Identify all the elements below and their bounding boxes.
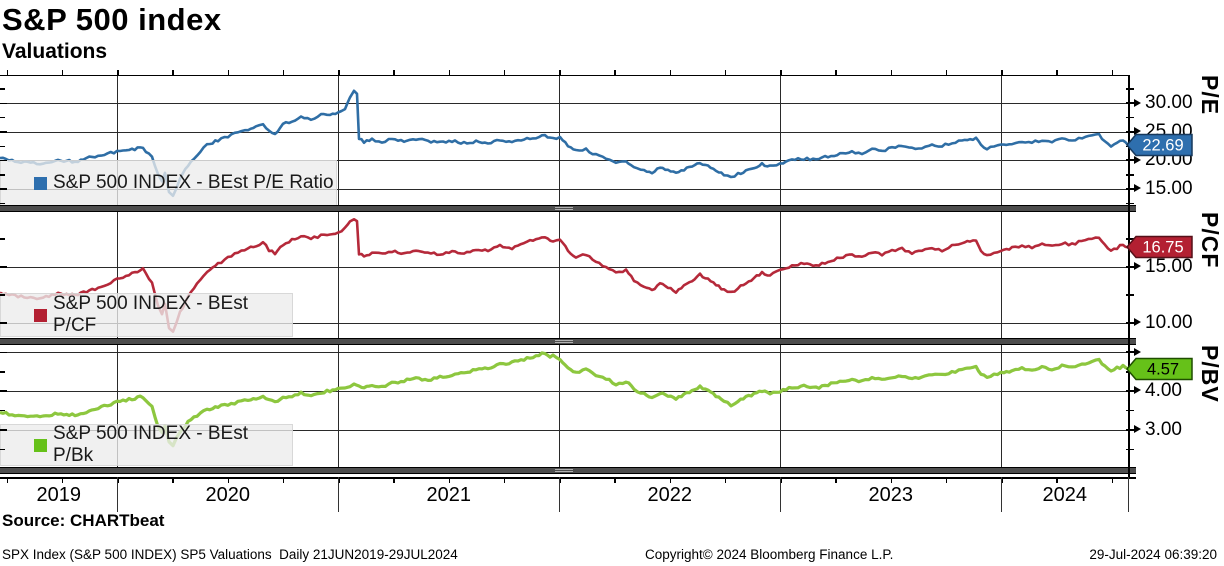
- pe-series-swatch-icon: [34, 176, 47, 190]
- source-note: Source: CHARTbeat: [2, 511, 165, 530]
- chart-description: SPX Index (S&P 500 INDEX) SP5 Valuations…: [2, 547, 458, 562]
- series-line-P/BV: [0, 351, 1128, 448]
- legend-pcf[interactable]: S&P 500 INDEX - BEst P/CF: [0, 293, 293, 337]
- page-title: S&P 500 index: [2, 2, 222, 37]
- legend-pcf-label: S&P 500 INDEX - BEst P/CF: [53, 293, 249, 336]
- legend-pbk-label: S&P 500 INDEX - BEst P/Bk: [53, 423, 249, 466]
- legend-pbk[interactable]: S&P 500 INDEX - BEst P/Bk: [0, 423, 293, 466]
- legend-pe-ratio[interactable]: S&P 500 INDEX - BEst P/E Ratio: [0, 160, 337, 206]
- page-subtitle: Valuations: [2, 40, 108, 63]
- pbk-series-swatch-icon: [34, 438, 47, 452]
- copyright-note: Copyright© 2024 Bloomberg Finance L.P.: [645, 547, 894, 562]
- timestamp: 29-Jul-2024 06:39:20: [1089, 547, 1217, 562]
- legend-pe-label: S&P 500 INDEX - BEst P/E Ratio: [53, 172, 334, 193]
- pcf-series-swatch-icon: [34, 308, 47, 322]
